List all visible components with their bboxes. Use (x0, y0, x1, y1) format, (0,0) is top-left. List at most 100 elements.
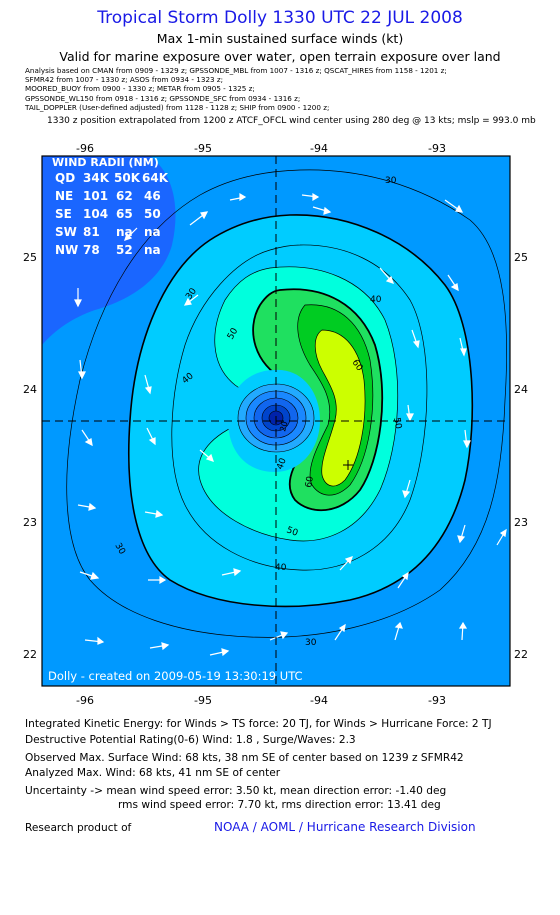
wind-arrow (79, 571, 100, 580)
lon-label-top: -96 (76, 142, 94, 155)
wind-arrow (146, 427, 156, 446)
wind-radii-cell: 78 (83, 243, 100, 257)
wind-arrow (149, 642, 170, 651)
page-title: Tropical Storm Dolly 1330 UTC 22 JUL 200… (97, 8, 463, 28)
dpr-line: Destructive Potential Rating(0-6) Wind: … (25, 734, 356, 746)
wind-radii-cell: 101 (83, 189, 108, 203)
lon-label-top: -95 (194, 142, 212, 155)
wind-radii-cell: 62 (116, 189, 133, 203)
analyzed-wind-line: Analyzed Max. Wind: 68 kts, 41 nm SE of … (25, 767, 281, 779)
lat-label-left: 23 (23, 516, 37, 529)
wind-radii-title: WIND RADII (NM) (52, 156, 159, 169)
wind-radii-cell: na (116, 225, 133, 239)
contour-label: 50 (285, 525, 299, 538)
contour-30 (66, 169, 507, 638)
lon-label-bottom: -94 (310, 694, 328, 705)
wind-arrow (457, 524, 466, 544)
contour-label: 30 (385, 176, 397, 186)
wind-arrow (379, 267, 394, 284)
wind-radii-header: 64K (142, 171, 169, 185)
contour-label: 30 (305, 638, 317, 648)
wind-radii-cell: na (144, 225, 161, 239)
wind-radii-header: QD (55, 171, 75, 185)
wind-arrow (209, 648, 230, 657)
wind-arrow (189, 211, 209, 226)
wind-radii-table: WIND RADII (NM) QD 34K 50K 64K NE 101 62… (52, 156, 169, 257)
wind-arrow (496, 528, 507, 546)
wind-arrow (444, 199, 464, 213)
uncertainty-line: Uncertainty -> mean wind speed error: 3.… (25, 785, 447, 797)
wind-arrow (148, 575, 167, 585)
wind-arrow (221, 568, 242, 577)
wind-arrow (229, 192, 247, 202)
wind-arrow (458, 621, 468, 641)
wind-arrow (334, 623, 346, 641)
wind-max-area (314, 329, 366, 487)
contour-label: 60 (304, 475, 316, 488)
wind-arrow (463, 429, 471, 449)
contour-label: 50 (391, 417, 403, 430)
analysis-line: GPSSONDE_WL150 from 0918 - 1316 z; GPSSO… (25, 94, 301, 103)
analysis-line: SFMR42 from 1007 - 1330 z; ASOS from 093… (25, 75, 224, 84)
wind-radii-cell: NE (55, 189, 73, 203)
page-subtitle: Max 1-min sustained surface winds (kt) (156, 31, 404, 46)
wind-arrow (78, 359, 86, 380)
lon-label-top: -94 (310, 142, 328, 155)
wind-arrow (77, 502, 97, 511)
contour-label: 20 (278, 420, 289, 432)
wind-radii-header: 34K (83, 171, 110, 185)
wind-radii-cell: 46 (144, 189, 161, 203)
wind-radii-cell: SW (55, 225, 77, 239)
wind-map: -96 -95 -94 -93 -96 -95 -94 -93 25 24 23… (23, 142, 528, 705)
wind-radii-cell: 65 (116, 207, 133, 221)
wind-arrow (81, 429, 93, 447)
ike-line: Integrated Kinetic Energy: for Winds > T… (25, 718, 492, 730)
wind-radii-cell: 104 (83, 207, 108, 221)
map-frame (41, 155, 511, 687)
wind-radii-cell: SE (55, 207, 72, 221)
wind-arrow (199, 449, 214, 462)
uncertainty-line: rms wind speed error: 7.70 kt, rms direc… (118, 799, 441, 811)
lat-label-left: 22 (23, 648, 37, 661)
observed-wind-line: Observed Max. Surface Wind: 68 kts, 38 n… (25, 752, 464, 764)
wind-arrow (394, 621, 403, 641)
wind-arrow (183, 294, 199, 306)
lat-label-right: 25 (514, 251, 528, 264)
wind-vectors (74, 192, 507, 657)
validity-note: Valid for marine exposure over water, op… (59, 49, 501, 64)
contour-label: 40 (275, 563, 287, 573)
wind-arrow (74, 288, 82, 308)
wind-arrow (402, 479, 411, 499)
wind-radii-header: 50K (114, 171, 141, 185)
wind-arrow (447, 274, 459, 292)
wind-arrow (301, 192, 320, 202)
research-label: Research product of (25, 822, 132, 834)
wind-band-20 (42, 156, 176, 345)
wind-radii-cell: 50 (144, 207, 161, 221)
contour-label: 40 (370, 295, 382, 305)
wind-field: 30 30 30 30 40 40 40 40 50 50 50 60 60 2… (42, 156, 510, 686)
wind-radii-cell: 81 (83, 225, 100, 239)
wind-arrow (124, 227, 138, 241)
lat-label-right: 24 (514, 383, 528, 396)
wind-arrow (406, 404, 414, 422)
contour-label: 40 (275, 457, 288, 471)
wind-arrow (144, 509, 164, 518)
position-note: 1330 z position extrapolated from 1200 z… (47, 116, 536, 126)
analysis-line: Analysis based on CMAN from 0909 - 1329 … (25, 66, 447, 75)
wind-arrow (411, 329, 420, 349)
map-credit: Dolly - created on 2009-05-19 13:30:19 U… (48, 669, 303, 683)
wind-arrow (269, 631, 289, 641)
max-wind-marker (343, 460, 353, 470)
noaa-credit-link[interactable]: NOAA / AOML / Hurricane Research Divisio… (214, 820, 476, 834)
lon-label-bottom: -95 (194, 694, 212, 705)
lat-label-right: 23 (514, 516, 528, 529)
wind-radii-cell: na (144, 243, 161, 257)
lon-label-bottom: -96 (76, 694, 94, 705)
lon-label-top: -93 (428, 142, 446, 155)
contour-40 (171, 244, 428, 571)
lat-label-right: 22 (514, 648, 528, 661)
analysis-line: TAIL_DOPPLER (User-defined adjusted) fro… (25, 103, 330, 112)
wind-radii-cell: NW (55, 243, 78, 257)
wind-arrow (144, 374, 152, 395)
